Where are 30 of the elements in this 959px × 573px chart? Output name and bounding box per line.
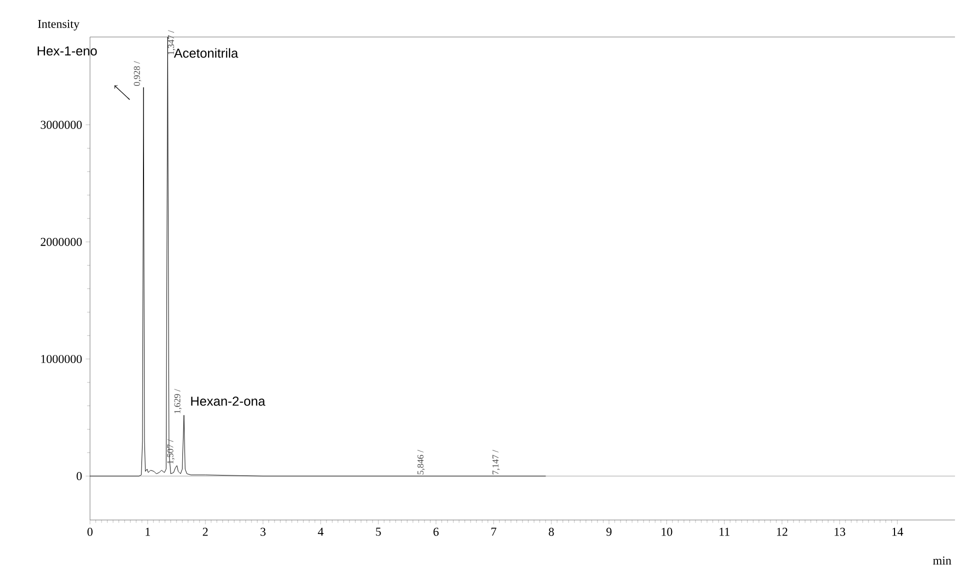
x-tick-label: 6 xyxy=(434,528,439,536)
annotation: 1,629 / xyxy=(174,389,182,414)
y-tick-label: 3000000 xyxy=(40,120,82,129)
y-tick-label: 0 xyxy=(76,472,82,480)
x-tick-label: 4 xyxy=(318,528,324,536)
x-tick-label: 8 xyxy=(548,528,554,536)
x-tick-label: 2 xyxy=(202,528,208,536)
x-tick-label: 12 xyxy=(777,528,788,536)
x-tick-label: 5 xyxy=(376,528,381,536)
annotation: 1,507 / xyxy=(167,439,175,464)
y-axis-title: Intensity xyxy=(38,20,80,30)
x-axis-title: min xyxy=(933,556,952,564)
x-tick-label: 14 xyxy=(892,528,904,536)
annotation: Acetonitrila xyxy=(174,48,238,58)
x-tick-label: 10 xyxy=(662,528,672,536)
annotation: 0,928 / xyxy=(134,61,142,86)
y-tick-label: 1000000 xyxy=(41,354,82,364)
annotation: Hexan-2-ona xyxy=(191,396,266,406)
x-tick-label: 1 xyxy=(146,528,150,536)
annotation: 7,147 / xyxy=(492,450,500,474)
annotation: Hex-1-eno xyxy=(38,46,97,56)
x-tick-label: 0 xyxy=(87,528,93,536)
y-tick-label: 2000000 xyxy=(40,238,82,246)
annotation: 1,347 / xyxy=(168,30,176,54)
x-tick-label: 11 xyxy=(720,528,730,536)
x-tick-label: 3 xyxy=(260,528,266,536)
annotation: 5,846 / xyxy=(417,450,425,474)
x-tick-label: 7 xyxy=(491,528,496,536)
x-tick-label: 9 xyxy=(606,528,612,536)
x-tick-label: 13 xyxy=(834,528,846,536)
